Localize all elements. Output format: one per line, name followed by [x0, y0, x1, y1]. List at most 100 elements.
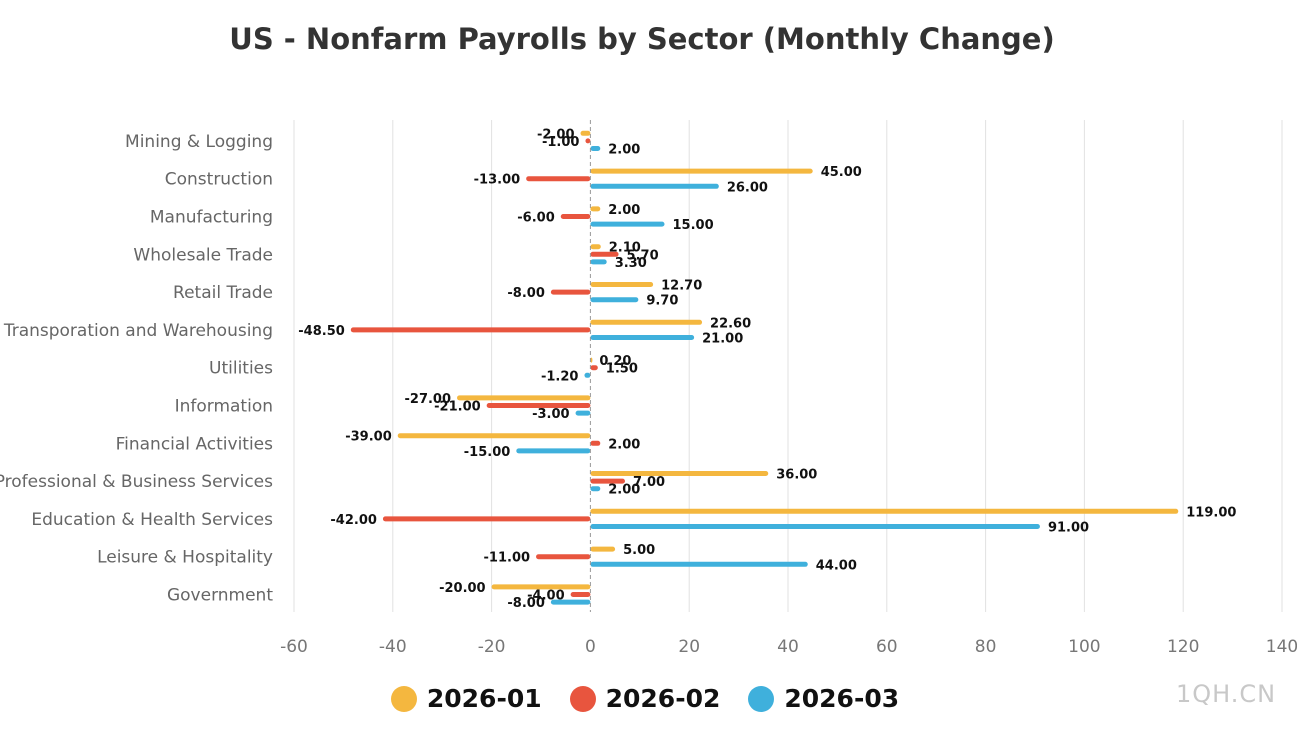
data-label-2026-02: 7.00	[633, 475, 665, 490]
category-label: Government	[167, 586, 273, 606]
data-label-2026-02: -11.00	[484, 551, 531, 566]
data-label-2026-01: 45.00	[821, 165, 862, 180]
bar-2026-02[interactable]	[486, 403, 591, 408]
legend: 2026-01 2026-02 2026-03	[0, 684, 1290, 713]
category-label: Transporation and Warehousing	[3, 321, 273, 341]
x-tick-label: -60	[280, 637, 308, 657]
bar-2026-02[interactable]	[590, 440, 601, 446]
data-label-2026-02: 1.50	[606, 362, 638, 377]
bar-2026-03[interactable]	[590, 335, 695, 340]
legend-item-2026-02[interactable]: 2026-02	[569, 684, 721, 713]
bar-2026-03[interactable]	[590, 524, 1040, 529]
bar-2026-03[interactable]	[590, 221, 665, 227]
bar-2026-03[interactable]	[590, 183, 719, 189]
bar-2026-02[interactable]	[526, 176, 591, 182]
data-label-2026-02: 2.00	[608, 437, 640, 452]
bar-2026-02[interactable]	[550, 289, 591, 295]
bar-2026-03[interactable]	[590, 259, 607, 265]
legend-label-2026-02: 2026-02	[605, 684, 721, 713]
bar-2026-03[interactable]	[575, 410, 591, 416]
grid-layer	[293, 120, 1283, 612]
bar-2026-03[interactable]	[516, 448, 591, 454]
legend-item-2026-01[interactable]: 2026-01	[390, 684, 542, 713]
bar-2026-01[interactable]	[397, 433, 591, 439]
category-label: Financial Activities	[116, 434, 274, 454]
category-label: Wholesale Trade	[133, 245, 273, 265]
data-label-2026-01: 36.00	[776, 468, 817, 483]
legend-label-2026-03: 2026-03	[784, 684, 900, 713]
category-label: Education & Health Services	[31, 510, 273, 530]
data-label-2026-03: 26.00	[727, 180, 768, 195]
data-label-2026-02: -6.00	[517, 211, 554, 226]
data-label-2026-03: -8.00	[507, 596, 544, 611]
bar-2026-01[interactable]	[491, 584, 591, 590]
data-label-2026-02: -42.00	[330, 513, 377, 528]
bar-2026-01[interactable]	[590, 206, 601, 212]
category-label: Construction	[165, 170, 273, 190]
bar-2026-01[interactable]	[590, 168, 813, 174]
data-label-2026-01: -2.00	[537, 127, 574, 142]
bar-2026-02[interactable]	[382, 516, 591, 522]
data-label-2026-02: -8.00	[507, 286, 544, 301]
x-tick-label: 20	[678, 637, 700, 657]
data-label-2026-01: 5.00	[623, 543, 655, 558]
bar-2026-02[interactable]	[585, 138, 591, 144]
data-label-2026-02: -21.00	[434, 400, 481, 415]
category-label: Leisure & Hospitality	[97, 548, 273, 568]
bar-2026-03[interactable]	[590, 297, 639, 303]
bar-2026-01[interactable]	[590, 319, 703, 325]
data-label-2026-01: 119.00	[1186, 505, 1236, 520]
watermark: 1QH.CN	[1176, 680, 1277, 708]
data-label-2026-03: 91.00	[1048, 521, 1089, 536]
x-tick-label: 60	[876, 637, 898, 657]
bar-2026-02[interactable]	[350, 327, 591, 333]
bar-2026-01[interactable]	[590, 508, 1179, 514]
legend-marker-2026-01	[390, 685, 417, 712]
data-label-2026-03: 2.00	[608, 483, 640, 498]
bar-2026-02[interactable]	[590, 478, 625, 484]
legend-marker-2026-02	[569, 685, 596, 712]
category-label: Manufacturing	[150, 208, 273, 228]
data-label-2026-02: -1.00	[542, 135, 579, 150]
data-label-2026-01: 22.60	[710, 316, 751, 331]
data-label-2026-03: 15.00	[673, 218, 714, 233]
bar-2026-01[interactable]	[590, 471, 769, 476]
data-label-2026-01: -20.00	[439, 581, 486, 596]
bar-2026-01[interactable]	[457, 395, 591, 401]
data-label-2026-02: -48.50	[298, 324, 345, 339]
data-label-2026-03: 9.70	[646, 294, 678, 309]
bar-2026-02[interactable]	[536, 554, 591, 560]
bar-2026-02[interactable]	[560, 214, 591, 219]
category-label: Professional & Business Services	[0, 472, 273, 492]
legend-item-2026-03[interactable]: 2026-03	[748, 684, 899, 713]
data-label-2026-03: 21.00	[702, 332, 743, 347]
x-tick-label: -40	[379, 637, 407, 657]
bar-2026-03[interactable]	[590, 486, 601, 492]
x-tick-label: 140	[1266, 637, 1297, 657]
data-label-2026-02: -4.00	[527, 589, 564, 604]
legend-label-2026-01: 2026-01	[426, 684, 542, 713]
bar-2026-02[interactable]	[570, 592, 591, 597]
bar-2026-03[interactable]	[584, 372, 591, 378]
chart-title: US - Nonfarm Payrolls by Sector (Monthly…	[229, 22, 1055, 56]
x-axis-ticks-layer: -60 -40 -20 0 20 40 60 80 100 120 140	[280, 637, 1297, 657]
category-label: Mining & Logging	[125, 132, 273, 152]
bar-2026-02[interactable]	[590, 251, 619, 257]
category-labels-layer: Mining & Logging Construction Manufacturin…	[0, 132, 273, 606]
bar-2026-01[interactable]	[590, 282, 654, 287]
data-label-2026-03: 3.30	[615, 256, 647, 271]
bar-2026-03[interactable]	[590, 146, 601, 151]
bar-2026-03[interactable]	[590, 561, 808, 567]
data-label-2026-01: 0.20	[599, 354, 631, 369]
x-tick-label: -20	[478, 637, 506, 657]
data-label-2026-01: -27.00	[405, 392, 452, 407]
bar-2026-03[interactable]	[550, 599, 591, 605]
bar-2026-02[interactable]	[590, 365, 598, 371]
bar-2026-01[interactable]	[580, 130, 591, 136]
bar-2026-01[interactable]	[590, 244, 601, 250]
bars-layer	[350, 130, 1179, 605]
data-label-2026-03: -15.00	[464, 445, 511, 460]
bar-2026-01[interactable]	[590, 546, 616, 552]
data-label-2026-03: -3.00	[532, 407, 569, 422]
